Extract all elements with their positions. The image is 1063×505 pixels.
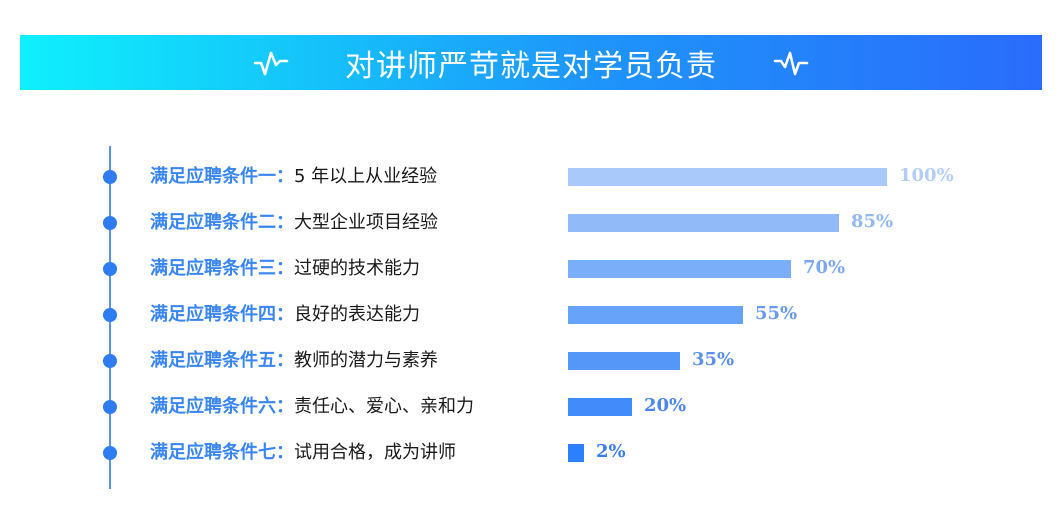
requirement-desc: 大型企业项目经验 [294, 212, 438, 233]
percent-label: 70% [803, 257, 846, 278]
percent-label: 85% [851, 211, 894, 232]
requirement-desc: 试用合格，成为讲师 [294, 442, 456, 463]
header-banner: 对讲师严苛就是对学员负责 [20, 35, 1042, 90]
timeline-dot [103, 400, 117, 414]
percent-label: 20% [644, 395, 687, 416]
requirement-key: 满足应聘条件二： [150, 212, 294, 233]
timeline-dot [103, 216, 117, 230]
percent-label: 55% [755, 303, 798, 324]
percent-label: 35% [692, 349, 735, 370]
progress-bar [568, 352, 680, 370]
list-item: 满足应聘条件六：责任心、爱心、亲和力 20% [0, 392, 1063, 422]
timeline-dot [103, 170, 117, 184]
list-item: 满足应聘条件四：良好的表达能力 55% [0, 300, 1063, 330]
list-item: 满足应聘条件三：过硬的技术能力 70% [0, 254, 1063, 284]
requirement-key: 满足应聘条件三： [150, 258, 294, 279]
requirement-key: 满足应聘条件六： [150, 396, 294, 417]
requirement-label: 满足应聘条件七：试用合格，成为讲师 [150, 441, 456, 465]
requirement-desc: 过硬的技术能力 [294, 258, 420, 279]
requirement-desc: 5 年以上从业经验 [294, 166, 438, 187]
requirement-label: 满足应聘条件五：教师的潜力与素养 [150, 349, 438, 373]
requirement-key: 满足应聘条件一： [150, 166, 294, 187]
requirement-key: 满足应聘条件五： [150, 350, 294, 371]
list-item: 满足应聘条件五：教师的潜力与素养 35% [0, 346, 1063, 376]
timeline-dot [103, 354, 117, 368]
requirement-key: 满足应聘条件四： [150, 304, 294, 325]
timeline-dot [103, 308, 117, 322]
progress-bar [568, 306, 743, 324]
header-content: 对讲师严苛就是对学员负责 [253, 41, 809, 85]
requirement-key: 满足应聘条件七： [150, 442, 294, 463]
requirement-desc: 良好的表达能力 [294, 304, 420, 325]
requirement-label: 满足应聘条件二：大型企业项目经验 [150, 211, 438, 235]
requirement-label: 满足应聘条件一：5 年以上从业经验 [150, 165, 437, 189]
requirement-label: 满足应聘条件三：过硬的技术能力 [150, 257, 420, 281]
page-title: 对讲师严苛就是对学员负责 [345, 48, 717, 84]
pulse-icon [253, 51, 289, 75]
list-item: 满足应聘条件一：5 年以上从业经验 100% [0, 162, 1063, 192]
pulse-icon [773, 51, 809, 75]
list-item: 满足应聘条件七：试用合格，成为讲师 2% [0, 438, 1063, 468]
requirement-label: 满足应聘条件四：良好的表达能力 [150, 303, 420, 327]
requirement-desc: 教师的潜力与素养 [294, 350, 438, 371]
percent-label: 2% [596, 441, 626, 462]
progress-bar [568, 214, 839, 232]
timeline-dot [103, 262, 117, 276]
timeline-dot [103, 446, 117, 460]
percent-label: 100% [899, 165, 954, 186]
requirement-label: 满足应聘条件六：责任心、爱心、亲和力 [150, 395, 474, 419]
requirement-desc: 责任心、爱心、亲和力 [294, 396, 474, 417]
list-item: 满足应聘条件二：大型企业项目经验 85% [0, 208, 1063, 238]
progress-bar [568, 168, 887, 186]
progress-bar [568, 398, 632, 416]
progress-bar [568, 260, 791, 278]
progress-bar [568, 444, 584, 462]
